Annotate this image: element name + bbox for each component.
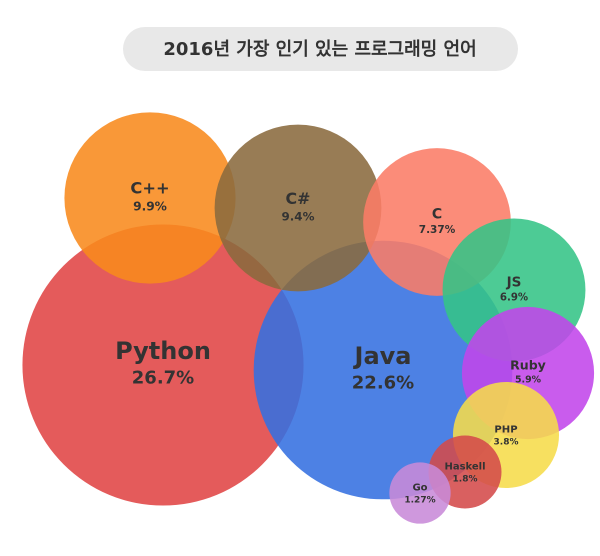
bubble-label: Haskell — [444, 462, 485, 473]
bubble — [214, 124, 382, 292]
bubble-value: 1.8% — [453, 474, 478, 484]
bubble-value: 6.9% — [500, 293, 528, 304]
bubble-value: 22.6% — [352, 373, 414, 394]
title-pill — [123, 27, 518, 71]
bubble-value: 9.9% — [133, 200, 167, 214]
bubble-value: 9.4% — [282, 209, 315, 223]
chart-title: 2016년 가장 인기 있는 프로그래밍 언어 — [163, 39, 476, 60]
bubble — [64, 112, 236, 284]
bubble-value: 3.8% — [494, 437, 519, 447]
bubble-label: PHP — [494, 424, 517, 435]
bubble-label: Python — [115, 337, 211, 365]
bubble-label: C# — [286, 189, 311, 208]
bubble-label: Go — [412, 483, 427, 494]
bubble-label: JS — [506, 275, 522, 291]
bubble-label: C — [432, 206, 442, 222]
bubble — [389, 462, 451, 524]
bubble-value: 7.37% — [419, 224, 456, 236]
bubble — [22, 224, 304, 506]
bubble-value: 1.27% — [404, 495, 435, 505]
bubble-value: 5.9% — [515, 375, 542, 386]
bubble-label: Ruby — [510, 358, 546, 373]
bubble-label: C++ — [130, 179, 169, 198]
bubble-label: Java — [353, 342, 412, 370]
bubble-value: 26.7% — [132, 368, 194, 389]
